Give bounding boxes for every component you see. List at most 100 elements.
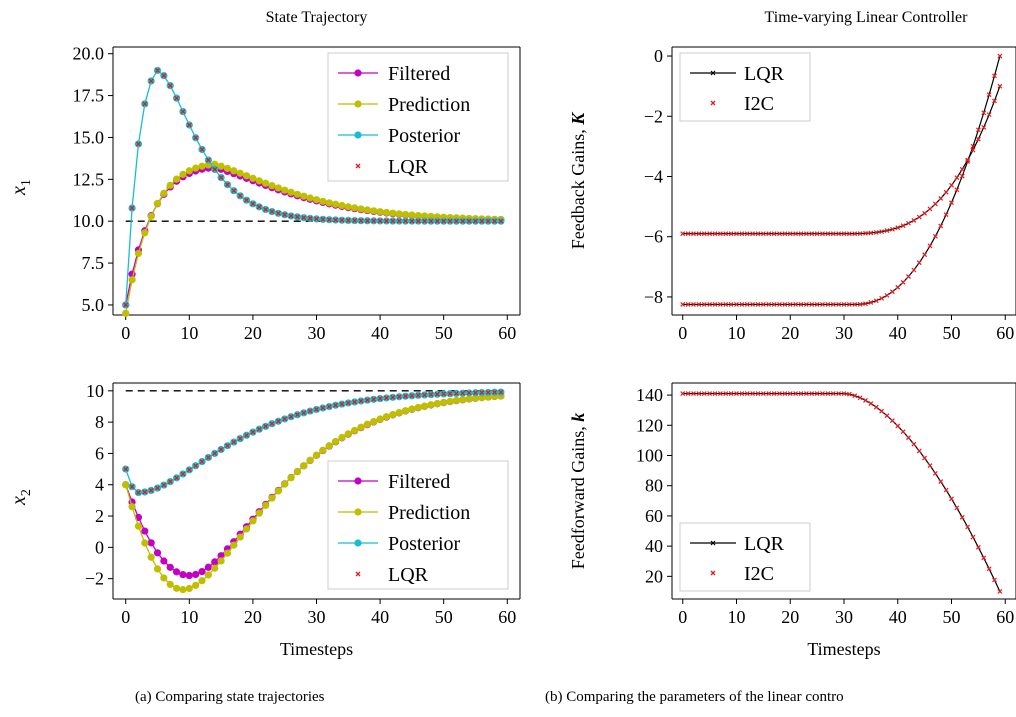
i2c-marker: [975, 136, 981, 142]
lqr-marker: [275, 210, 281, 216]
series-point-prediction: [153, 565, 162, 573]
legend-i2c-marker: [710, 570, 716, 576]
i2c-marker: [782, 302, 788, 307]
lqr-marker: [244, 197, 250, 203]
lqr-marker: [473, 218, 478, 224]
y-tick-label: 4: [95, 475, 104, 495]
i2c-marker: [739, 231, 745, 237]
lqr-marker: [155, 67, 160, 73]
i2c-marker: [981, 124, 987, 130]
series-point-filtered: [141, 527, 149, 535]
lqr-marker: [485, 389, 491, 395]
x-tick-label: 0: [121, 607, 130, 627]
lqr-marker: [453, 218, 459, 224]
i2c-marker: [744, 302, 750, 307]
x-tick-label: 10: [180, 607, 198, 627]
i2c-marker: [857, 231, 863, 236]
series-point-prediction: [128, 276, 136, 284]
lqr-marker: [320, 405, 326, 411]
lqr-marker: [434, 391, 440, 397]
x-tick-label: 20: [244, 607, 262, 627]
x-axis-label: Timesteps: [807, 639, 880, 659]
i2c-marker: [895, 225, 901, 231]
i2c-marker: [873, 298, 879, 304]
series-point-prediction: [160, 189, 168, 197]
lqr-marker: [364, 218, 370, 224]
series-point-prediction: [262, 501, 270, 510]
lqr-marker: [333, 217, 339, 223]
i2c-marker: [922, 455, 928, 461]
i2c-marker: [691, 231, 696, 237]
lqr-marker: [307, 215, 313, 221]
legend-box: [679, 522, 811, 592]
series-point-prediction: [300, 462, 308, 470]
y-axis-label: Feedback Gains, K: [568, 111, 588, 249]
i2c-marker: [911, 267, 917, 273]
i2c-marker: [992, 73, 997, 79]
lqr-marker: [167, 479, 173, 485]
y-tick-label: 120: [636, 415, 663, 435]
y-tick-label: 6: [95, 443, 104, 463]
lqr-marker: [294, 214, 300, 220]
series-point-filtered: [211, 558, 219, 566]
i2c-marker: [873, 229, 879, 235]
series-point-prediction: [370, 417, 378, 426]
i2c-marker: [911, 441, 917, 447]
lqr-marker: [447, 391, 453, 397]
i2c-marker: [986, 566, 992, 572]
i2c-marker: [943, 189, 949, 195]
series-point-filtered: [160, 557, 168, 565]
lqr-marker: [498, 218, 504, 224]
lqr-marker: [301, 215, 307, 221]
series-point-prediction: [331, 437, 340, 446]
series-point-prediction: [389, 209, 397, 217]
legend-label: Posterior: [388, 533, 461, 555]
series-point-prediction: [382, 208, 391, 217]
i2c-marker: [884, 413, 890, 419]
lqr-marker: [333, 402, 339, 408]
i2c-marker: [803, 231, 809, 237]
series-point-prediction: [312, 196, 321, 204]
i2c-marker: [949, 200, 954, 206]
lqr-marker: [371, 218, 377, 224]
i2c-marker: [766, 231, 772, 237]
i2c-marker: [717, 391, 723, 396]
series-point-prediction: [319, 446, 327, 454]
lqr-marker: [142, 101, 148, 107]
caption-right: (b) Comparing the parameters of the line…: [545, 689, 844, 705]
i2c-marker: [793, 302, 799, 307]
y-tick-label: 40: [645, 536, 663, 556]
i2c-marker: [755, 302, 761, 307]
i2c-marker: [744, 231, 750, 237]
series-point-prediction: [281, 480, 289, 488]
lqr-marker: [186, 122, 192, 128]
i2c-marker: [728, 231, 734, 237]
lqr-marker: [428, 392, 434, 398]
series-point-prediction: [141, 229, 149, 237]
i2c-marker: [863, 301, 868, 307]
x-tick-label: 10: [728, 323, 746, 343]
lqr-marker: [434, 218, 440, 224]
series-point-prediction: [395, 210, 403, 218]
i2c-marker: [701, 302, 707, 307]
lqr-marker: [218, 175, 224, 181]
series-point-prediction: [421, 402, 429, 410]
series-point-prediction: [255, 177, 263, 185]
series-point-prediction: [312, 451, 321, 459]
i2c-marker: [889, 418, 895, 424]
i2c-marker: [895, 284, 901, 290]
y-tick-label: −4: [644, 166, 663, 186]
chart-state_x2: 0 10 20 30 40 50 60 −2 0 2 4 6 8 10 Timesteps x2 Filtere…: [8, 381, 521, 659]
i2c-marker: [852, 302, 858, 307]
lqr-marker: [135, 490, 141, 496]
x-tick-label: 10: [728, 607, 746, 627]
y-tick-label: −8: [644, 287, 663, 307]
lqr-marker: [383, 395, 389, 401]
i2c-marker: [949, 496, 954, 502]
lqr-marker: [422, 392, 428, 398]
i2c-marker: [814, 391, 820, 396]
i2c-marker: [959, 514, 965, 520]
i2c-marker: [685, 302, 691, 307]
series-point-prediction: [465, 395, 473, 403]
i2c-marker: [879, 408, 885, 414]
